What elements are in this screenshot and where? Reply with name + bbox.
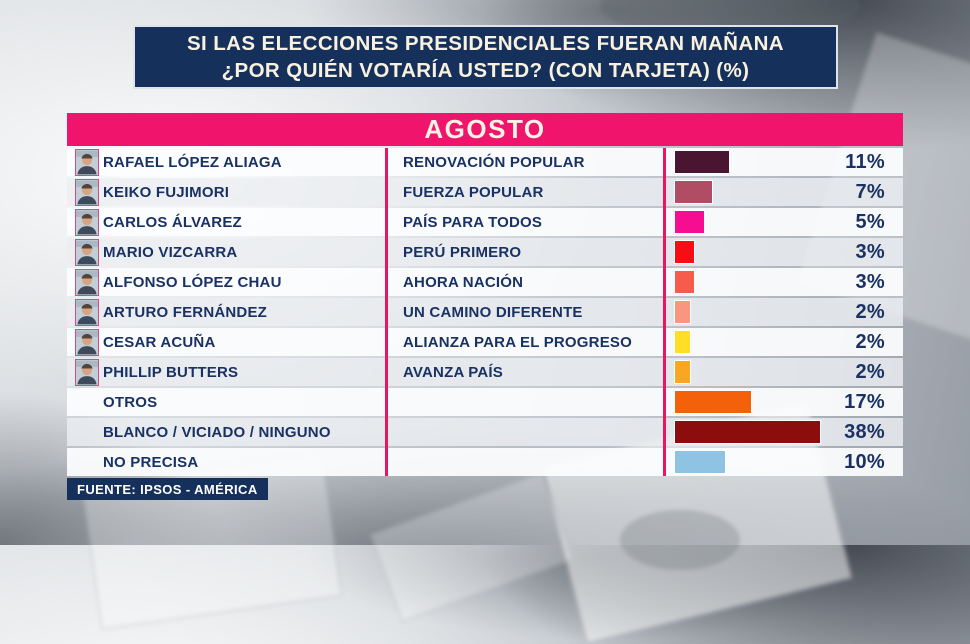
source-credit: FUENTE: IPSOS - AMÉRICA — [67, 478, 268, 500]
candidate-name: KEIKO FUJIMORI — [103, 183, 230, 201]
candidate-photo — [75, 359, 99, 386]
party-name: ALIANZA PARA EL PROGRESO — [403, 333, 632, 351]
party-name: PERÚ PRIMERO — [403, 243, 522, 261]
candidate-name: CESAR ACUÑA — [103, 333, 216, 351]
question-line1: SI LAS ELECCIONES PRESIDENCIALES FUERAN … — [186, 32, 784, 55]
candidate-name: PHILLIP BUTTERS — [103, 363, 239, 381]
result-bar — [674, 240, 695, 264]
result-percentage: 10% — [844, 450, 885, 473]
table-row: RAFAEL LÓPEZ ALIAGA RENOVACIÓN POPULAR 1… — [67, 148, 903, 176]
candidate-photo — [75, 299, 99, 326]
background-smudge — [620, 510, 740, 570]
table-row: OTROS 17% — [67, 388, 903, 416]
table-row: ARTURO FERNÁNDEZ UN CAMINO DIFERENTE 2% — [67, 298, 903, 326]
candidate-name: OTROS — [103, 393, 158, 411]
result-percentage: 2% — [855, 330, 885, 353]
result-percentage: 5% — [855, 210, 885, 233]
result-percentage: 2% — [855, 300, 885, 323]
result-bar — [674, 330, 691, 354]
table-row: CESAR ACUÑA ALIANZA PARA EL PROGRESO 2% — [67, 328, 903, 356]
table-row: PHILLIP BUTTERS AVANZA PAÍS 2% — [67, 358, 903, 386]
candidate-name: MARIO VIZCARRA — [103, 243, 238, 261]
result-bar — [674, 390, 752, 414]
ballot-texture — [369, 471, 575, 623]
results-table: RAFAEL LÓPEZ ALIAGA RENOVACIÓN POPULAR 1… — [67, 148, 903, 476]
question-title: SI LAS ELECCIONES PRESIDENCIALES FUERAN … — [133, 25, 838, 89]
party-name: UN CAMINO DIFERENTE — [403, 303, 583, 321]
table-row: MARIO VIZCARRA PERÚ PRIMERO 3% — [67, 238, 903, 266]
person-icon — [76, 240, 98, 265]
table-row: NO PRECISA 10% — [67, 448, 903, 476]
candidate-photo — [75, 329, 99, 356]
candidate-photo — [75, 269, 99, 296]
candidate-name: CARLOS ÁLVAREZ — [103, 213, 242, 231]
candidate-name: NO PRECISA — [103, 453, 199, 471]
result-percentage: 2% — [855, 360, 885, 383]
candidate-photo — [75, 239, 99, 266]
table-row: CARLOS ÁLVAREZ PAÍS PARA TODOS 5% — [67, 208, 903, 236]
poll-results-panel: AGOSTO RAFAEL LÓPEZ ALIAGA RENOVACIÓN PO… — [67, 113, 903, 478]
result-percentage: 3% — [855, 270, 885, 293]
person-icon — [76, 360, 98, 385]
candidate-name: ARTURO FERNÁNDEZ — [103, 303, 268, 321]
person-icon — [76, 180, 98, 205]
result-percentage: 11% — [845, 150, 885, 173]
result-bar — [674, 270, 695, 294]
month-banner: AGOSTO — [67, 113, 903, 146]
result-bar — [674, 360, 691, 384]
person-icon — [76, 330, 98, 355]
result-bar — [674, 210, 705, 234]
result-percentage: 7% — [855, 180, 885, 203]
result-bar — [674, 150, 730, 174]
candidate-name: BLANCO / VICIADO / NINGUNO — [103, 423, 331, 441]
result-percentage: 38% — [844, 420, 885, 443]
result-bar — [674, 180, 713, 204]
result-bar — [674, 450, 726, 474]
candidate-name: ALFONSO LÓPEZ CHAU — [103, 273, 282, 291]
column-divider-2 — [663, 148, 666, 476]
party-name: RENOVACIÓN POPULAR — [403, 153, 585, 171]
person-icon — [76, 210, 98, 235]
table-row: KEIKO FUJIMORI FUERZA POPULAR 7% — [67, 178, 903, 206]
person-icon — [76, 270, 98, 295]
candidate-photo — [75, 209, 99, 236]
result-bar — [674, 420, 821, 444]
party-name: AHORA NACIÓN — [403, 273, 524, 291]
table-row: ALFONSO LÓPEZ CHAU AHORA NACIÓN 3% — [67, 268, 903, 296]
question-line2: ¿POR QUIÉN VOTARÍA USTED? (CON TARJETA) … — [221, 59, 750, 82]
result-percentage: 17% — [844, 390, 885, 413]
party-name: FUERZA POPULAR — [403, 183, 544, 201]
table-row: BLANCO / VICIADO / NINGUNO 38% — [67, 418, 903, 446]
result-percentage: 3% — [855, 240, 885, 263]
candidate-photo — [75, 149, 99, 176]
person-icon — [76, 150, 98, 175]
column-divider-1 — [385, 148, 388, 476]
person-icon — [76, 300, 98, 325]
party-name: PAÍS PARA TODOS — [403, 213, 543, 231]
candidate-name: RAFAEL LÓPEZ ALIAGA — [103, 153, 282, 171]
candidate-photo — [75, 179, 99, 206]
party-name: AVANZA PAÍS — [403, 363, 503, 381]
result-bar — [674, 300, 691, 324]
